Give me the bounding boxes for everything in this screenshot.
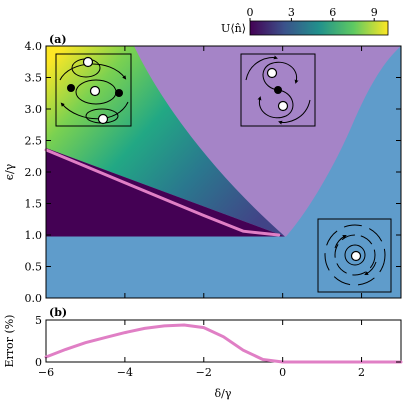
colorbar-tick-label: 3	[288, 6, 295, 19]
region-bistable-dark	[46, 148, 285, 237]
panel-b-y-tick-label: 5	[35, 314, 42, 327]
phase-regions	[46, 46, 401, 298]
panel-a-y-tick-label: 1.5	[25, 198, 43, 211]
panel-b-frame	[45, 319, 402, 363]
panel-a-y-tick-label: 0.5	[25, 261, 43, 274]
panel-b-x-tick-label: −2	[196, 366, 212, 379]
colorbar-label: U⟨n̂⟩	[221, 22, 246, 35]
panel-a-y-tick-label: 0.0	[25, 292, 43, 305]
panel-a-y-tick-label: 3.5	[25, 72, 43, 85]
inset-single-fixed-point-flow	[317, 218, 392, 293]
panel-b-x-tick-label: 0	[279, 366, 286, 379]
panel-a-y-axis-label: ϵ/γ	[3, 163, 16, 180]
panel-b: −6 −4 −2 0 2 0 5 (b) Error (%) δ/γ	[3, 306, 403, 400]
panel-b-x-tick-label: −4	[117, 366, 133, 379]
panel-b-label: (b)	[49, 306, 67, 319]
inset-two-lobe-flow	[240, 53, 316, 127]
panel-b-y-tick-label: 0	[35, 356, 42, 369]
colorbar-gradient	[249, 20, 389, 36]
error-line	[44, 323, 403, 364]
colorbar: U⟨n̂⟩ 0 3 6 9	[221, 6, 389, 36]
region-bistable-gradient	[46, 46, 285, 237]
colorbar-tick-label: 0	[247, 6, 254, 19]
panel-a-y-tick-label: 1.0	[25, 229, 43, 242]
panel-a-label: (a)	[49, 33, 67, 46]
boundary-line	[44, 148, 281, 237]
panel-a-y-tick-label: 3.0	[25, 103, 43, 116]
panel-a-y-tick-label: 4.0	[25, 40, 43, 53]
panel-a-y-tick-label: 2.0	[25, 166, 43, 179]
region-blue	[46, 46, 401, 298]
panel-a-y-tick-label: 2.5	[25, 135, 43, 148]
inset-bistable-flow	[55, 53, 132, 127]
panel-a: 0.0 0.5 1.0 1.5 2.0 2.5 3.0 3.5 4.0 (a) ϵ/γ	[3, 33, 402, 305]
x-axis-label: δ/γ	[215, 387, 232, 400]
colorbar-tick-label: 9	[371, 6, 378, 19]
panel-b-y-axis-label: Error (%)	[3, 315, 16, 368]
panel-b-x-tick-label: 2	[358, 366, 365, 379]
colorbar-tick-label: 6	[329, 6, 336, 19]
panel-b-x-tick-label: −6	[38, 366, 54, 379]
